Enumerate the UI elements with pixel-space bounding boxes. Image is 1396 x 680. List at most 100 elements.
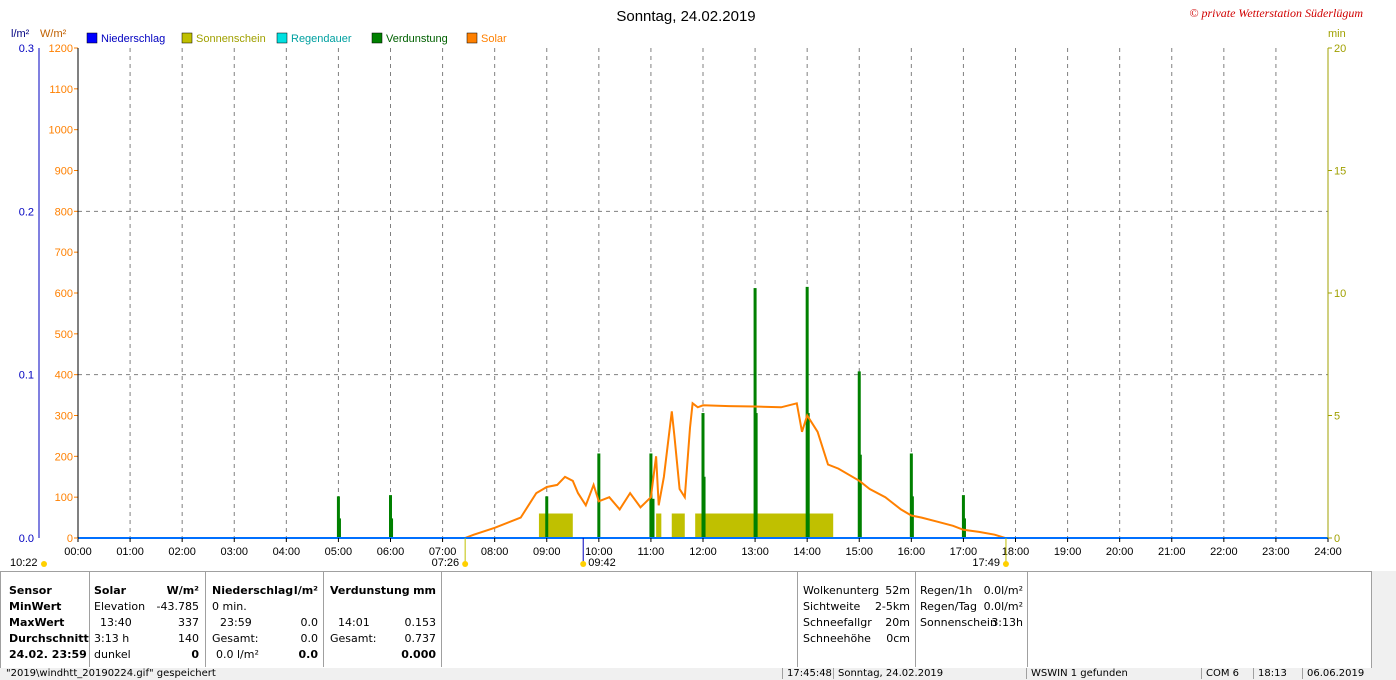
sonnenschein-block — [671, 513, 685, 538]
solar-cell: dunkel — [94, 648, 131, 661]
verdunstung-bar — [702, 476, 706, 538]
x-tick-label: 13:00 — [741, 546, 769, 558]
solar-unit: W/m² — [166, 584, 199, 597]
verdunstung-bar — [389, 495, 392, 538]
verdunstung-bar — [858, 454, 862, 538]
wolken-col: Wolkenunterg 52m Sichtweite 2-5km Schnee… — [797, 572, 916, 667]
verdunstung-bar — [909, 453, 913, 538]
y-solar-label: 1200 — [49, 43, 73, 55]
chart-background — [0, 0, 1396, 571]
verdunstung-unit: mm — [413, 584, 436, 597]
y-niederschlag-label: 0.0 — [19, 533, 34, 545]
solar-cell: 337 — [178, 616, 199, 629]
y-solar-label: 600 — [55, 288, 73, 300]
grid — [78, 48, 1328, 538]
axes — [38, 47, 1332, 542]
regen-label: Regen/Tag — [920, 600, 977, 613]
sonnenschein-block — [538, 513, 573, 538]
sensor-header: Sensor — [9, 584, 52, 597]
y-solar-label: 400 — [55, 370, 73, 382]
legend-swatch — [181, 32, 193, 44]
x-tick-label: 18:00 — [1002, 546, 1030, 558]
wolken-label: Sichtweite — [803, 600, 861, 613]
x-tick-label: 24:00 — [1314, 546, 1342, 558]
x-tick-label: 10:00 — [585, 546, 613, 558]
x-tick-label: 07:00 — [429, 546, 457, 558]
x-tick-label: 00:00 — [64, 546, 92, 558]
row-label: MinWert — [9, 600, 62, 613]
unit-right: min — [1328, 28, 1346, 40]
verdunstung-col: Verdunstung mm 14:01 0.153 Gesamt: 0.737… — [324, 572, 442, 667]
sunset-icon — [1002, 561, 1009, 567]
niederschlag-unit: l/m² — [293, 584, 318, 597]
verdunstung-cell: Gesamt: — [330, 632, 377, 645]
wolken-label: Schneefallgr — [803, 616, 872, 629]
niederschlag-cell: Gesamt: — [212, 632, 259, 645]
row-label: Durchschnitt — [9, 632, 89, 645]
solar-cell: -43.785 — [156, 600, 199, 613]
left-time-icon — [41, 561, 47, 567]
time-markers: 07:26 17:49 09:42 10:22 — [10, 538, 1009, 569]
x-tick-label: 16:00 — [898, 546, 926, 558]
verdunstung-bar — [701, 413, 705, 538]
y-solar-label: 0 — [67, 533, 73, 545]
verdunstung-cell: 0.153 — [404, 616, 437, 629]
regen-label: Regen/1h — [920, 584, 973, 597]
niederschlag-col: Niederschlag l/m² 0 min. 23:59 0.0 Gesam… — [206, 572, 324, 667]
regen-label: Sonnenschein — [920, 616, 997, 629]
row-label: 24.02. 23:59 — [9, 648, 87, 661]
legend-swatch — [466, 32, 478, 44]
x-tick-label: 06:00 — [377, 546, 405, 558]
wolken-label: Wolkenunterg — [803, 584, 880, 597]
legend-swatch — [371, 32, 383, 44]
verdunstung-bar — [754, 413, 758, 538]
y-min-label: 5 — [1334, 411, 1340, 423]
sonnenschein-block — [695, 513, 834, 538]
y-min-label: 0 — [1334, 533, 1340, 545]
verdunstung-cell: 0.737 — [404, 632, 437, 645]
verdunstung-header: Verdunstung — [330, 584, 410, 597]
verdunstung-bar — [390, 518, 394, 538]
wolken-value: 20m — [885, 616, 910, 629]
watermark: © private Wetterstation Süderlügum — [1189, 6, 1363, 20]
chart-title: Sonntag, 24.02.2019 — [616, 8, 755, 25]
solar-cell: Elevation — [94, 600, 146, 613]
sonnenschein-series — [538, 513, 834, 538]
niederschlag-cell: 0 min. — [212, 600, 247, 613]
stats-table: Sensor MinWert MaxWert Durchschnitt 24.0… — [0, 571, 1372, 669]
solar-cell: 3:13 h — [94, 632, 130, 645]
sonnenschein-block — [656, 513, 662, 538]
solar-noon-label: 09:42 — [588, 557, 616, 569]
y-niederschlag-label: 0.2 — [19, 206, 34, 218]
unit-left-inner: W/m² — [40, 28, 67, 40]
solar-cell: 140 — [178, 632, 199, 645]
x-tick-label: 12:00 — [689, 546, 717, 558]
regen-value: 0.0l/m² — [983, 584, 1023, 597]
solar-col: Solar W/m² Elevation -43.785 13:40 337 3… — [90, 572, 206, 667]
x-tick-label: 11:00 — [638, 546, 665, 558]
niederschlag-cell: 23:59 — [220, 616, 252, 629]
x-tick-label: 09:00 — [533, 546, 561, 558]
regen-value: 3:13h — [991, 616, 1023, 629]
y-solar-label: 300 — [55, 411, 73, 423]
y-solar-label: 900 — [55, 166, 73, 178]
legend: Niederschlag Sonnenschein Regendauer Verdun… — [86, 32, 507, 45]
left-time-label: 10:22 — [10, 557, 38, 569]
x-tick-label: 22:00 — [1210, 546, 1238, 558]
legend-swatch — [86, 32, 98, 44]
x-tick-label: 02:00 — [168, 546, 196, 558]
regen-col: Regen/1h 0.0l/m² Regen/Tag 0.0l/m² Sonne… — [915, 572, 1028, 667]
x-tick-label: 21:00 — [1158, 546, 1186, 558]
y-min-label: 10 — [1334, 288, 1346, 300]
y-niederschlag-label: 0.3 — [19, 43, 34, 55]
status-clock: 18:13 — [1253, 668, 1287, 679]
x-tick-label: 08:00 — [481, 546, 509, 558]
solar-noon-icon — [580, 561, 587, 567]
verdunstung-cell: 0.000 — [401, 648, 436, 661]
status-today: 06.06.2019 — [1302, 668, 1364, 679]
x-tick-label: 19:00 — [1054, 546, 1082, 558]
niederschlag-cell: 0.0 — [298, 648, 319, 661]
x-tick-label: 20:00 — [1106, 546, 1134, 558]
niederschlag-cell: 0.0 l/m² — [216, 648, 259, 661]
y-solar-label: 800 — [55, 206, 73, 218]
